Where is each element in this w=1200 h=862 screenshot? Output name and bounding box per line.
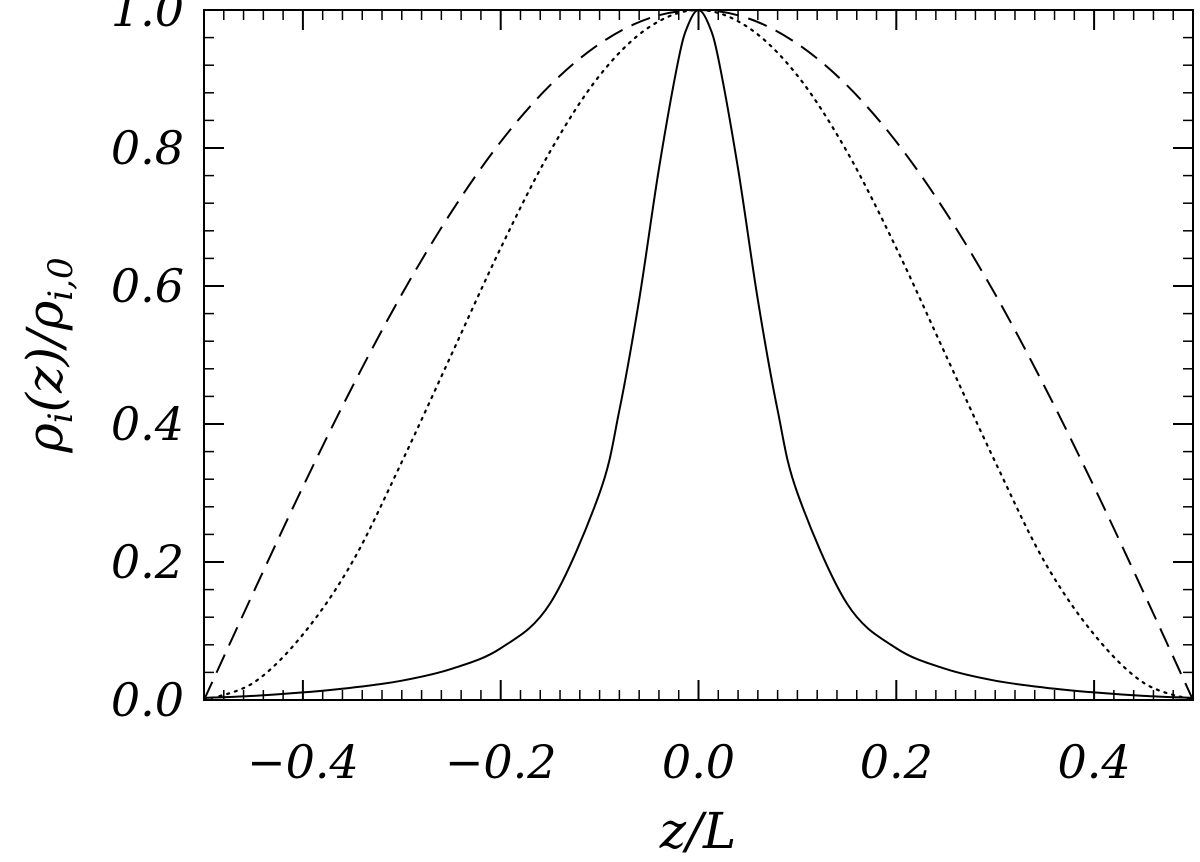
y-tick-label: 0.8 <box>111 121 184 175</box>
y-tick-label: 0.2 <box>111 535 184 589</box>
y-label-sub1: i <box>41 412 81 423</box>
y-tick-label: 1.0 <box>111 0 184 37</box>
x-tick-label: −0.2 <box>445 735 557 789</box>
tick-labels: −0.4 −0.2 0.0 0.2 0.4 0.0 0.2 0.4 0.6 0.8 1.0 <box>111 0 1131 789</box>
x-axis-label: z/L <box>659 802 736 860</box>
x-tick-label: 0.4 <box>1058 735 1131 789</box>
x-tick-label: −0.4 <box>247 735 359 789</box>
x-tick-label: 0.2 <box>860 735 933 789</box>
y-label-rho1: ρ <box>16 423 74 454</box>
y-label-rho2: ρ <box>16 300 74 331</box>
y-tick-label: 0.0 <box>111 673 184 727</box>
y-tick-label: 0.6 <box>111 259 184 313</box>
y-label-sub2: i,0 <box>41 257 81 300</box>
y-tick-label: 0.4 <box>111 397 184 451</box>
series-solid-line <box>203 8 1194 699</box>
axis-ticks <box>204 9 1193 701</box>
series-dotted-line <box>202 8 1195 702</box>
x-tick-label: 0.0 <box>662 735 735 789</box>
series-dashed-line <box>203 8 1194 701</box>
y-axis-label: ρi(z)/ρi,0 <box>16 257 81 453</box>
plot-frame <box>203 9 1194 701</box>
series-layer <box>202 8 1195 702</box>
y-label-mid: (z)/ <box>16 326 74 412</box>
